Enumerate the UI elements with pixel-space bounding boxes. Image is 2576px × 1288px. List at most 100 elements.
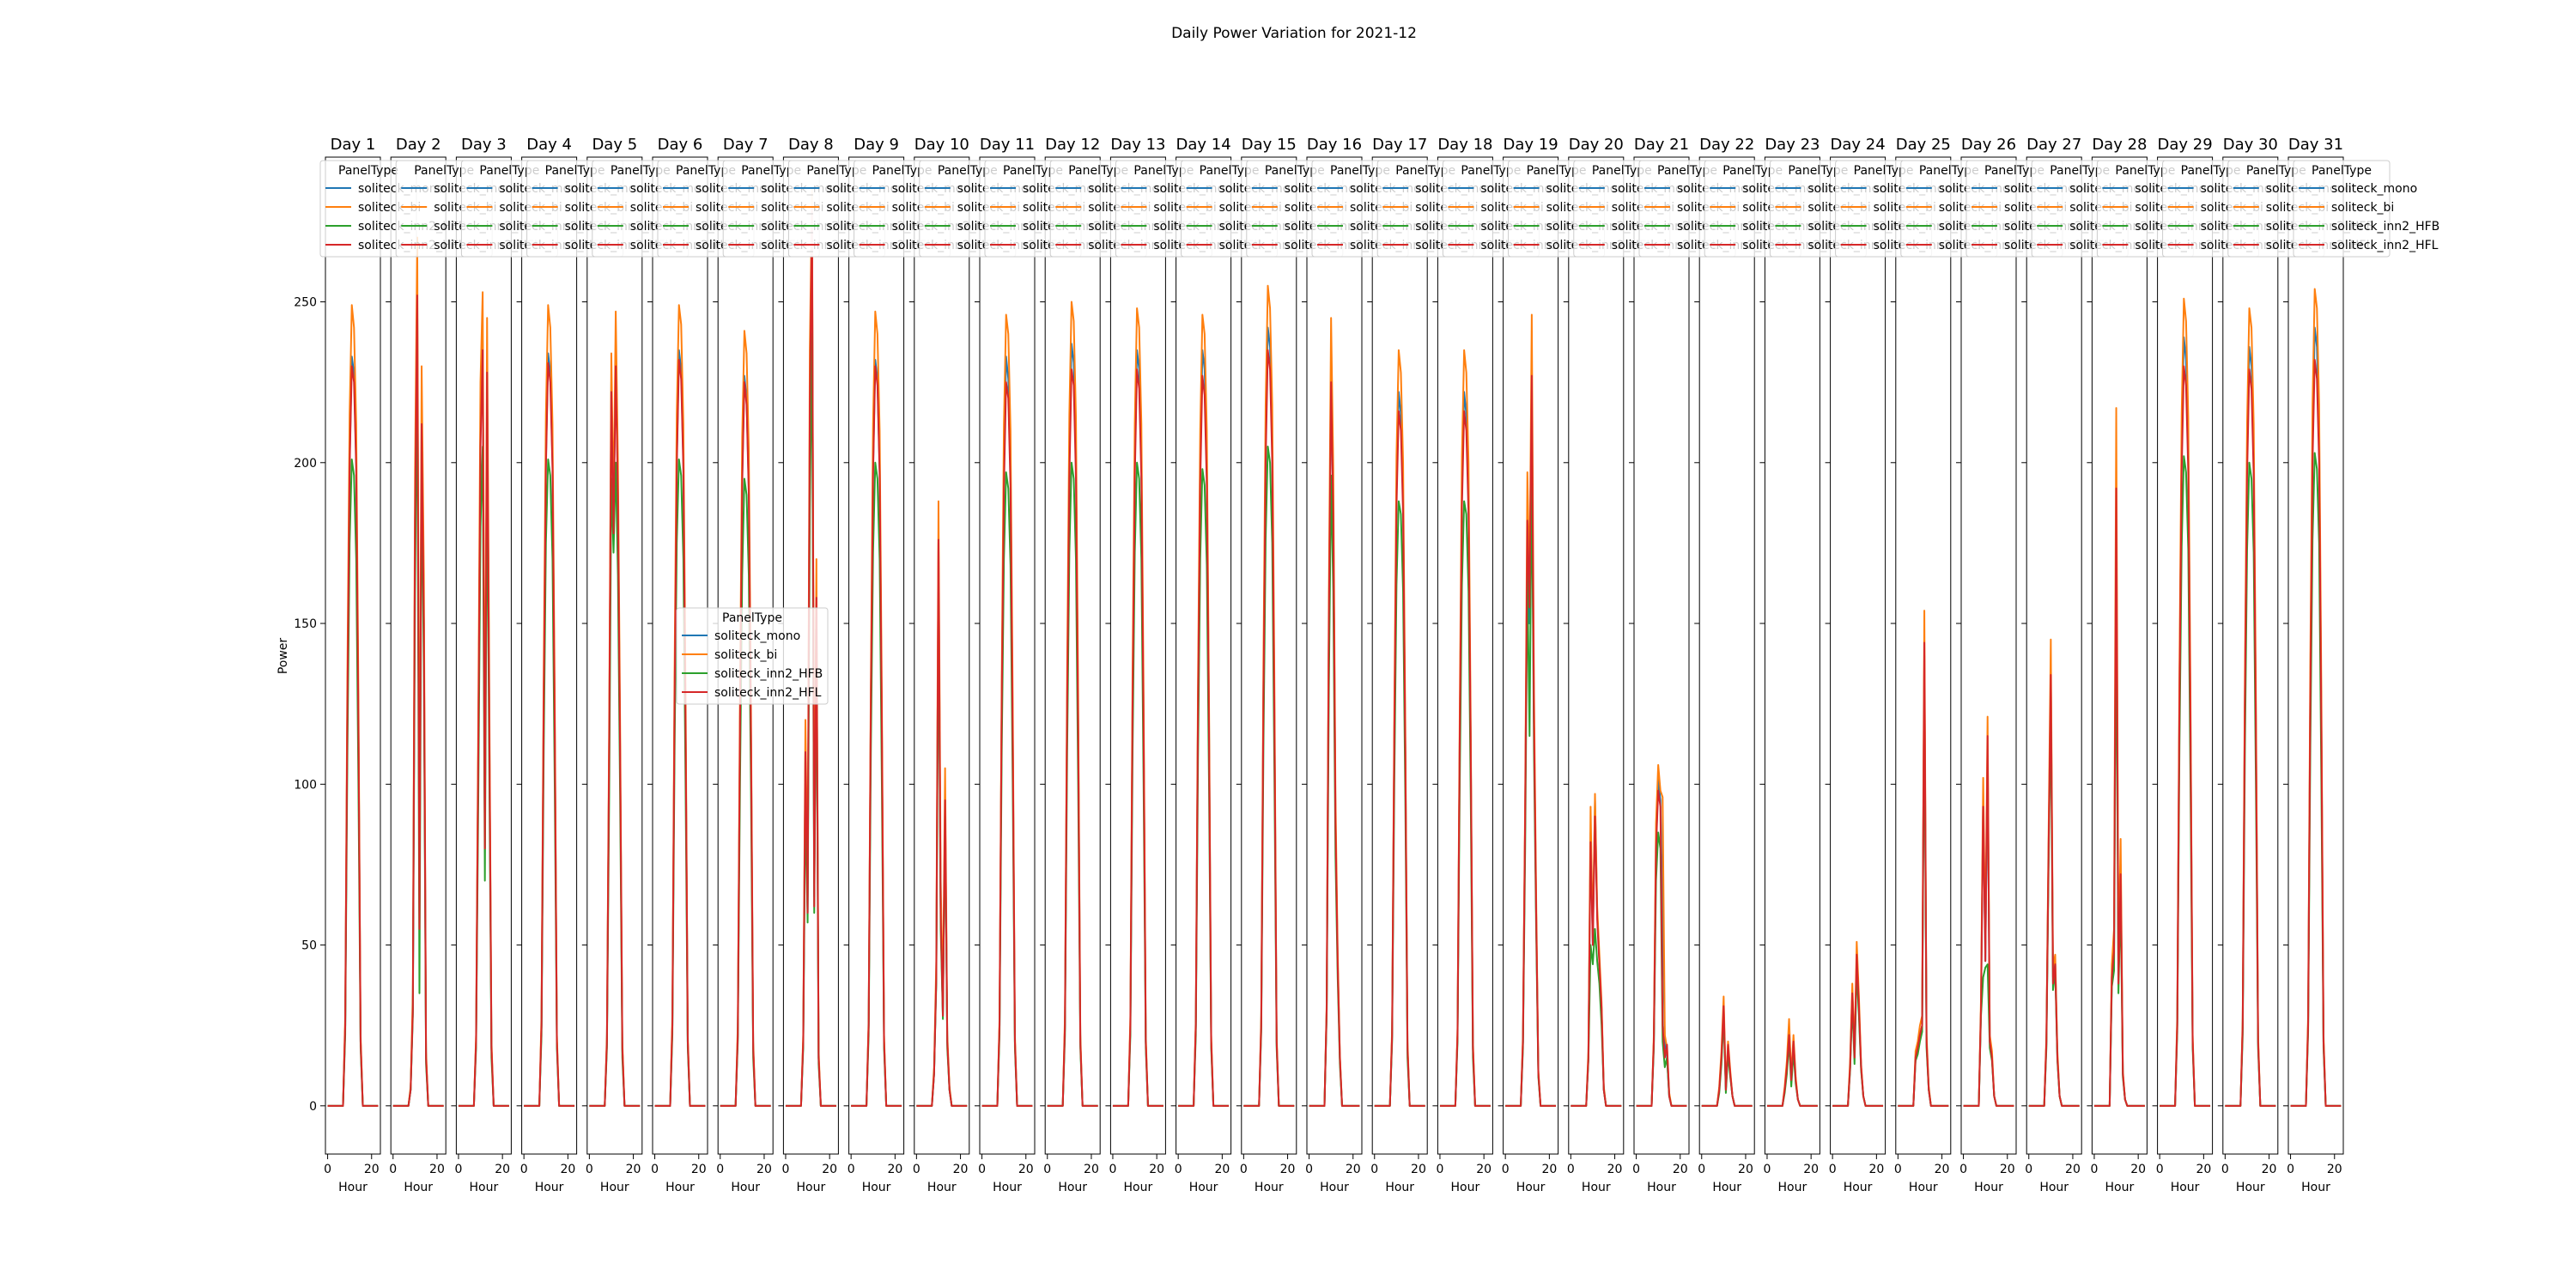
x-tick-label-day-19: 0 (1502, 1163, 1510, 1176)
y-tick-label: 250 (294, 296, 317, 310)
series-line-soliteck_inn2_HFL-day-11 (981, 381, 1033, 1107)
series-line-soliteck_inn2_HFL-day-30 (2225, 368, 2276, 1107)
panel-day-9: Day 9 0 20 Hour (843, 136, 905, 1194)
series-line-soliteck_inn2_HFL-day-8 (785, 204, 836, 1107)
panel-frame-day-17 (1371, 156, 1428, 1155)
panel-title-day-7: Day 7 (723, 136, 769, 154)
x-tick-label-day-30: 20 (2262, 1163, 2277, 1176)
x-tick-label-day-23: 20 (1803, 1163, 1819, 1176)
series-line-soliteck_inn2_HFL-day-24 (1832, 953, 1884, 1107)
x-tick-label-day-25: 0 (1894, 1163, 1902, 1176)
x-axis-label-day-1: Hour (338, 1181, 368, 1194)
panel-day-18: Day 18 0 20 Hour (1432, 136, 1493, 1194)
x-axis-label-day-11: Hour (993, 1181, 1022, 1194)
panel-title-day-5: Day 5 (592, 136, 637, 154)
panel-title-day-3: Day 3 (461, 136, 507, 154)
series-line-soliteck_inn2_HFL-day-22 (1701, 1005, 1753, 1107)
center-legend-label-soliteck_bi: soliteck_bi (714, 648, 777, 662)
panel-day-17: Day 17 0 20 Hour (1367, 136, 1428, 1194)
panel-day-26: Day 26 0 20 Hour (1956, 136, 2017, 1194)
panel-day-11: Day 11 0 20 Hour (975, 136, 1036, 1194)
panel-title-day-23: Day 23 (1765, 136, 1820, 154)
x-tick-label-day-22: 20 (1738, 1163, 1753, 1176)
panel-frame-day-20 (1568, 156, 1625, 1155)
series-line-soliteck_inn2_HFL-day-29 (2160, 365, 2211, 1107)
panel-frame-day-5 (586, 156, 643, 1155)
day-31-legend-box (2293, 160, 2391, 258)
panel-title-day-24: Day 24 (1831, 136, 1886, 154)
x-tick-label-day-8: 0 (781, 1163, 789, 1176)
day-31-legend-label-soliteck_bi: soliteck_bi (2331, 201, 2394, 215)
series-line-soliteck_inn2_HFL-day-9 (851, 365, 902, 1107)
series-line-soliteck_inn2_HFL-day-17 (1374, 410, 1425, 1107)
x-tick-label-day-6: 0 (651, 1163, 659, 1176)
panel-frame-day-29 (2157, 156, 2214, 1155)
panel-title-day-14: Day 14 (1176, 136, 1231, 154)
x-tick-label-day-5: 20 (626, 1163, 641, 1176)
series-line-soliteck_inn2_HFL-day-5 (589, 365, 641, 1107)
x-tick-label-day-9: 0 (848, 1163, 855, 1176)
x-tick-label-day-30: 0 (2221, 1163, 2229, 1176)
panel-day-3: Day 3 0 20 Hour (451, 136, 512, 1194)
x-axis-label-day-15: Hour (1255, 1181, 1284, 1194)
x-axis-label-day-16: Hour (1320, 1181, 1349, 1194)
day-29-legend-title: PanelType (2181, 164, 2241, 178)
x-tick-label-day-21: 0 (1632, 1163, 1640, 1176)
day-31-legend-label-soliteck_inn2_HFL: soliteck_inn2_HFL (2331, 239, 2439, 252)
day-31-legend: PanelType soliteck_mono soliteck_bisolitec… (2293, 160, 2439, 258)
x-tick-label-day-2: 0 (389, 1163, 397, 1176)
day-12-legend-title: PanelType (1068, 164, 1128, 178)
x-axis-label-day-26: Hour (1974, 1181, 2003, 1194)
y-tick-label: 100 (294, 778, 317, 792)
day-27-legend-title: PanelType (2050, 164, 2110, 178)
day-19-legend-title: PanelType (1527, 164, 1587, 178)
day-31-legend-label-soliteck_inn2_HFB: soliteck_inn2_HFB (2331, 220, 2439, 234)
panel-title-day-30: Day 30 (2223, 136, 2278, 154)
series-line-soliteck_inn2_HFL-day-7 (720, 381, 771, 1107)
y-axis-label: Power (276, 638, 290, 675)
panel-title-day-6: Day 6 (658, 136, 703, 154)
panel-day-10: Day 10 0 20 Hour (908, 136, 970, 1194)
x-tick-label-day-18: 0 (1436, 1163, 1443, 1176)
day-14-legend-title: PanelType (1200, 164, 1260, 178)
series-line-soliteck_inn2_HFL-day-21 (1636, 789, 1687, 1107)
series-line-soliteck_inn2_HFL-day-20 (1571, 815, 1622, 1107)
panel-day-2: Day 2 0 20 Hour (386, 136, 447, 1194)
x-tick-label-day-17: 0 (1370, 1163, 1378, 1176)
x-axis-label-day-4: Hour (535, 1181, 564, 1194)
x-axis-label-day-28: Hour (2105, 1181, 2135, 1194)
x-tick-label-day-23: 0 (1763, 1163, 1771, 1176)
x-tick-label-day-13: 20 (1149, 1163, 1164, 1176)
day-11-legend-title: PanelType (1003, 164, 1063, 178)
x-tick-label-day-2: 20 (429, 1163, 445, 1176)
x-axis-label-day-2: Hour (404, 1181, 433, 1194)
panel-day-5: Day 5 0 20 Hour (581, 136, 643, 1194)
panel-day-1: Day 1 0 20 Hour 0 50 100 150 200 250 (294, 136, 381, 1194)
panel-day-4: Day 4 0 20 Hour (516, 136, 578, 1194)
series-line-soliteck_inn2_HFL-day-1 (327, 365, 379, 1107)
day-3-legend-title: PanelType (479, 164, 539, 178)
x-tick-label-day-12: 0 (1043, 1163, 1051, 1176)
panel-title-day-18: Day 18 (1437, 136, 1492, 154)
day-9-legend-title: PanelType (872, 164, 933, 178)
x-tick-label-day-17: 20 (1411, 1163, 1426, 1176)
panel-frame-day-31 (2287, 156, 2344, 1155)
panel-frame-day-30 (2222, 156, 2279, 1155)
x-axis-label-day-12: Hour (1058, 1181, 1087, 1194)
series-line-soliteck_inn2_HFL-day-12 (1047, 368, 1098, 1107)
x-tick-label-day-11: 0 (978, 1163, 986, 1176)
x-axis-label-day-7: Hour (731, 1181, 760, 1194)
x-tick-label-day-4: 20 (560, 1163, 575, 1176)
panel-day-22: Day 22 0 20 Hour (1694, 136, 1755, 1194)
series-line-soliteck_inn2_HFL-day-2 (392, 295, 444, 1107)
x-axis-label-day-30: Hour (2236, 1181, 2265, 1194)
x-axis-label-day-23: Hour (1778, 1181, 1807, 1194)
x-axis-label-day-19: Hour (1516, 1181, 1546, 1194)
x-tick-label-day-24: 0 (1829, 1163, 1837, 1176)
x-tick-label-day-26: 0 (1959, 1163, 1967, 1176)
panel-day-21: Day 21 0 20 Hour (1629, 136, 1690, 1194)
series-line-soliteck_inn2_HFL-day-26 (1963, 735, 2014, 1107)
panel-title-day-29: Day 29 (2158, 136, 2213, 154)
series-line-soliteck_inn2_HFL-day-31 (2290, 358, 2342, 1107)
